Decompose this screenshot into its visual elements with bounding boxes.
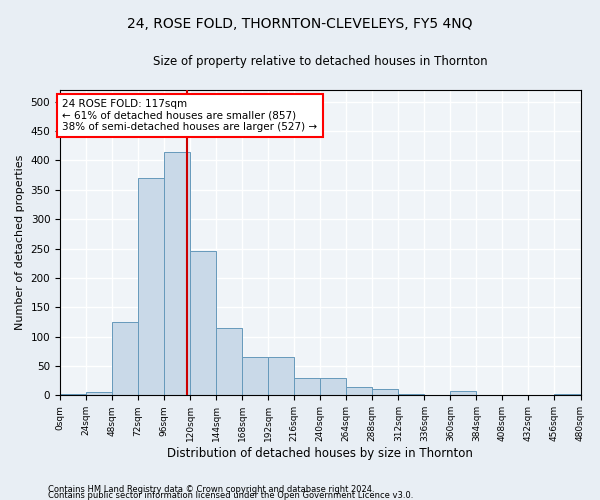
Bar xyxy=(451,390,476,396)
Bar xyxy=(164,152,190,396)
Bar xyxy=(242,357,268,396)
X-axis label: Distribution of detached houses by size in Thornton: Distribution of detached houses by size … xyxy=(167,447,473,460)
Bar xyxy=(190,252,216,396)
Text: 24, ROSE FOLD, THORNTON-CLEVELEYS, FY5 4NQ: 24, ROSE FOLD, THORNTON-CLEVELEYS, FY5 4… xyxy=(127,18,473,32)
Bar xyxy=(554,394,580,396)
Text: Contains HM Land Registry data © Crown copyright and database right 2024.: Contains HM Land Registry data © Crown c… xyxy=(48,484,374,494)
Bar xyxy=(320,378,346,396)
Bar xyxy=(112,322,138,396)
Bar xyxy=(60,394,86,396)
Title: Size of property relative to detached houses in Thornton: Size of property relative to detached ho… xyxy=(153,55,488,68)
Bar xyxy=(268,357,294,396)
Bar xyxy=(373,390,398,396)
Bar xyxy=(346,386,373,396)
Bar xyxy=(398,394,424,396)
Bar xyxy=(138,178,164,396)
Bar xyxy=(86,392,112,396)
Text: 24 ROSE FOLD: 117sqm
← 61% of detached houses are smaller (857)
38% of semi-deta: 24 ROSE FOLD: 117sqm ← 61% of detached h… xyxy=(62,99,317,132)
Y-axis label: Number of detached properties: Number of detached properties xyxy=(15,155,25,330)
Text: Contains public sector information licensed under the Open Government Licence v3: Contains public sector information licen… xyxy=(48,490,413,500)
Bar xyxy=(216,328,242,396)
Bar xyxy=(294,378,320,396)
